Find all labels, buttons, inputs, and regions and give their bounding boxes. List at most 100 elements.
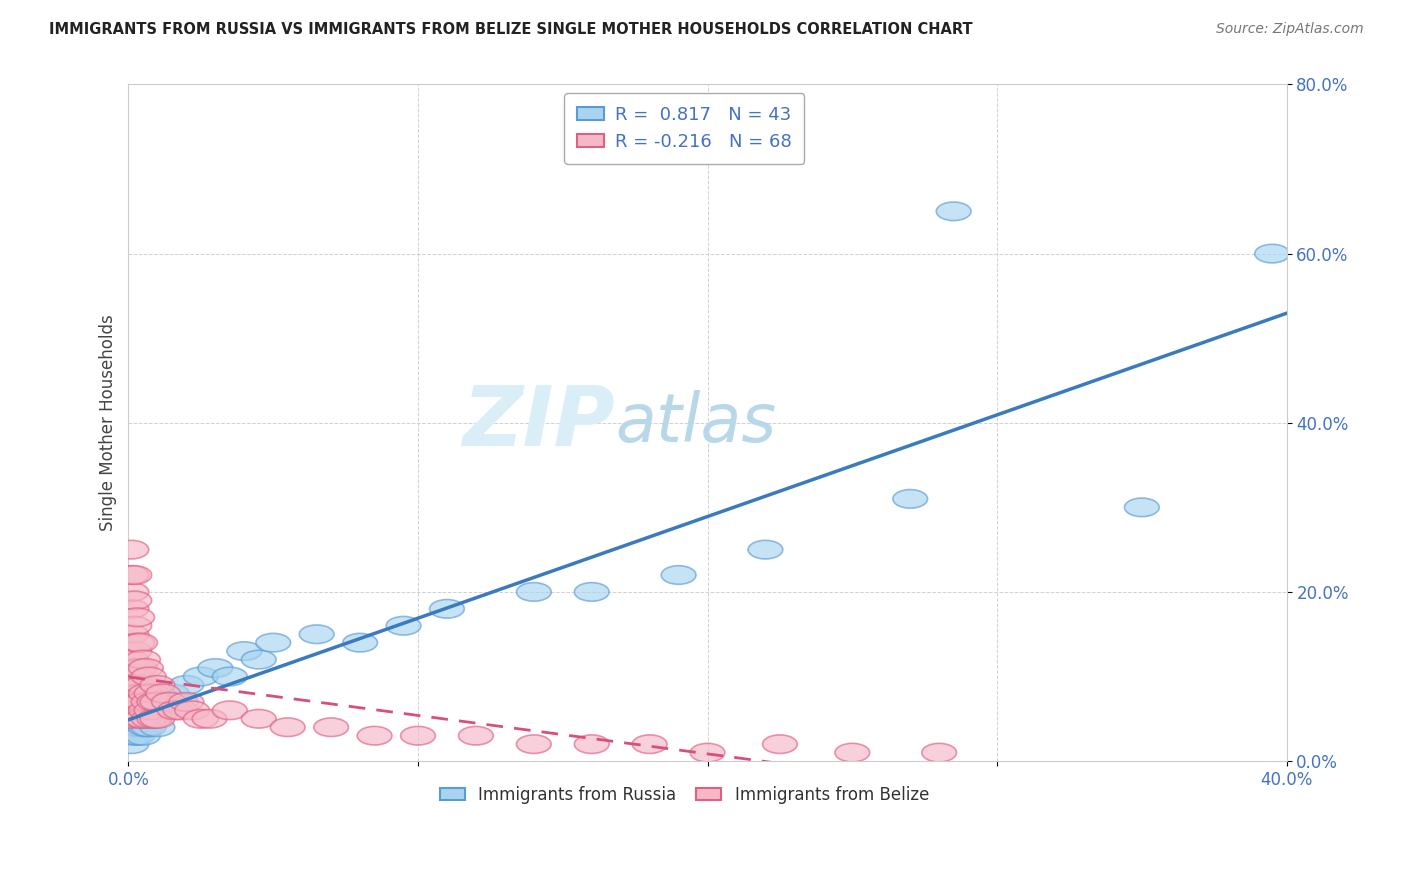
- Ellipse shape: [256, 633, 291, 652]
- Ellipse shape: [169, 675, 204, 694]
- Ellipse shape: [122, 701, 157, 720]
- Ellipse shape: [516, 582, 551, 601]
- Ellipse shape: [117, 591, 152, 609]
- Ellipse shape: [387, 616, 420, 635]
- Ellipse shape: [120, 658, 155, 677]
- Ellipse shape: [152, 692, 187, 711]
- Ellipse shape: [125, 650, 160, 669]
- Ellipse shape: [120, 675, 155, 694]
- Ellipse shape: [114, 709, 149, 728]
- Ellipse shape: [270, 718, 305, 737]
- Ellipse shape: [146, 701, 180, 720]
- Ellipse shape: [117, 667, 152, 686]
- Ellipse shape: [157, 701, 193, 720]
- Ellipse shape: [893, 490, 928, 508]
- Ellipse shape: [141, 675, 174, 694]
- Ellipse shape: [125, 675, 160, 694]
- Text: ZIP: ZIP: [463, 383, 614, 463]
- Ellipse shape: [134, 709, 169, 728]
- Ellipse shape: [574, 735, 609, 754]
- Ellipse shape: [134, 684, 169, 703]
- Ellipse shape: [117, 684, 152, 703]
- Ellipse shape: [122, 709, 157, 728]
- Ellipse shape: [114, 667, 149, 686]
- Ellipse shape: [430, 599, 464, 618]
- Ellipse shape: [183, 709, 218, 728]
- Y-axis label: Single Mother Households: Single Mother Households: [100, 314, 117, 531]
- Ellipse shape: [574, 582, 609, 601]
- Ellipse shape: [242, 650, 276, 669]
- Ellipse shape: [314, 718, 349, 737]
- Text: IMMIGRANTS FROM RUSSIA VS IMMIGRANTS FROM BELIZE SINGLE MOTHER HOUSEHOLDS CORREL: IMMIGRANTS FROM RUSSIA VS IMMIGRANTS FRO…: [49, 22, 973, 37]
- Ellipse shape: [114, 582, 149, 601]
- Ellipse shape: [125, 692, 160, 711]
- Ellipse shape: [762, 735, 797, 754]
- Ellipse shape: [122, 658, 157, 677]
- Ellipse shape: [120, 726, 155, 745]
- Ellipse shape: [141, 692, 174, 711]
- Ellipse shape: [134, 684, 169, 703]
- Ellipse shape: [193, 709, 226, 728]
- Ellipse shape: [114, 566, 149, 584]
- Ellipse shape: [120, 701, 155, 720]
- Ellipse shape: [226, 642, 262, 660]
- Ellipse shape: [131, 692, 166, 711]
- Ellipse shape: [114, 625, 149, 643]
- Ellipse shape: [1254, 244, 1289, 263]
- Ellipse shape: [242, 709, 276, 728]
- Ellipse shape: [748, 541, 783, 559]
- Ellipse shape: [690, 743, 725, 762]
- Ellipse shape: [128, 701, 163, 720]
- Ellipse shape: [936, 202, 972, 220]
- Ellipse shape: [299, 625, 335, 643]
- Ellipse shape: [174, 701, 209, 720]
- Ellipse shape: [138, 701, 172, 720]
- Ellipse shape: [125, 726, 160, 745]
- Ellipse shape: [134, 701, 169, 720]
- Ellipse shape: [835, 743, 870, 762]
- Ellipse shape: [128, 701, 163, 720]
- Legend: Immigrants from Russia, Immigrants from Belize: Immigrants from Russia, Immigrants from …: [430, 776, 939, 814]
- Ellipse shape: [155, 684, 190, 703]
- Ellipse shape: [120, 692, 155, 711]
- Ellipse shape: [114, 541, 149, 559]
- Ellipse shape: [458, 726, 494, 745]
- Ellipse shape: [169, 692, 204, 711]
- Ellipse shape: [120, 608, 155, 626]
- Ellipse shape: [114, 599, 149, 618]
- Ellipse shape: [633, 735, 666, 754]
- Ellipse shape: [122, 684, 157, 703]
- Text: atlas: atlas: [614, 390, 776, 456]
- Ellipse shape: [212, 667, 247, 686]
- Ellipse shape: [117, 642, 152, 660]
- Ellipse shape: [212, 701, 247, 720]
- Ellipse shape: [138, 692, 172, 711]
- Ellipse shape: [131, 709, 166, 728]
- Ellipse shape: [117, 726, 152, 745]
- Ellipse shape: [128, 718, 163, 737]
- Ellipse shape: [114, 684, 149, 703]
- Ellipse shape: [120, 633, 155, 652]
- Ellipse shape: [120, 709, 155, 728]
- Ellipse shape: [117, 616, 152, 635]
- Ellipse shape: [401, 726, 436, 745]
- Ellipse shape: [117, 701, 152, 720]
- Ellipse shape: [117, 692, 152, 711]
- Ellipse shape: [131, 692, 166, 711]
- Ellipse shape: [198, 658, 233, 677]
- Ellipse shape: [114, 735, 149, 754]
- Ellipse shape: [141, 692, 174, 711]
- Ellipse shape: [122, 692, 157, 711]
- Ellipse shape: [125, 709, 160, 728]
- Text: Source: ZipAtlas.com: Source: ZipAtlas.com: [1216, 22, 1364, 37]
- Ellipse shape: [122, 718, 157, 737]
- Ellipse shape: [183, 667, 218, 686]
- Ellipse shape: [117, 709, 152, 728]
- Ellipse shape: [163, 701, 198, 720]
- Ellipse shape: [146, 684, 180, 703]
- Ellipse shape: [114, 650, 149, 669]
- Ellipse shape: [131, 718, 166, 737]
- Ellipse shape: [122, 633, 157, 652]
- Ellipse shape: [922, 743, 956, 762]
- Ellipse shape: [516, 735, 551, 754]
